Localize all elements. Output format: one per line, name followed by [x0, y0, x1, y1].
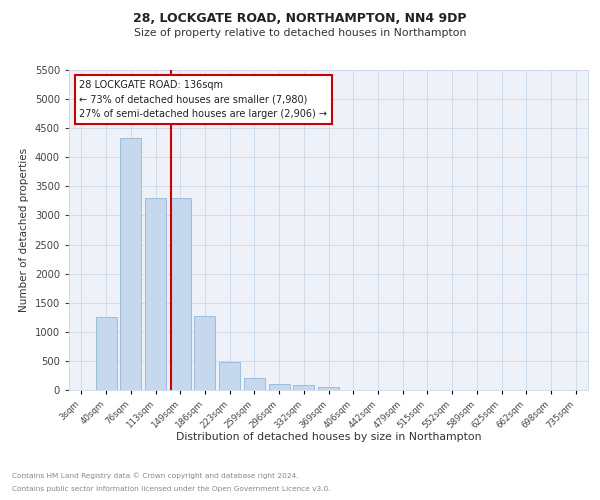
Bar — [293, 386, 314, 390]
Bar — [194, 316, 215, 390]
Text: Distribution of detached houses by size in Northampton: Distribution of detached houses by size … — [176, 432, 482, 442]
Bar — [269, 384, 290, 390]
Bar — [170, 198, 191, 390]
Bar — [145, 198, 166, 390]
Text: Contains public sector information licensed under the Open Government Licence v3: Contains public sector information licen… — [12, 486, 331, 492]
Bar — [244, 378, 265, 390]
Y-axis label: Number of detached properties: Number of detached properties — [19, 148, 29, 312]
Text: Contains HM Land Registry data © Crown copyright and database right 2024.: Contains HM Land Registry data © Crown c… — [12, 472, 299, 479]
Bar — [95, 316, 116, 390]
Bar — [318, 387, 339, 390]
Text: Size of property relative to detached houses in Northampton: Size of property relative to detached ho… — [134, 28, 466, 38]
Bar — [219, 362, 240, 390]
Bar — [120, 138, 141, 390]
Text: 28, LOCKGATE ROAD, NORTHAMPTON, NN4 9DP: 28, LOCKGATE ROAD, NORTHAMPTON, NN4 9DP — [133, 12, 467, 26]
Text: 28 LOCKGATE ROAD: 136sqm
← 73% of detached houses are smaller (7,980)
27% of sem: 28 LOCKGATE ROAD: 136sqm ← 73% of detach… — [79, 80, 328, 119]
